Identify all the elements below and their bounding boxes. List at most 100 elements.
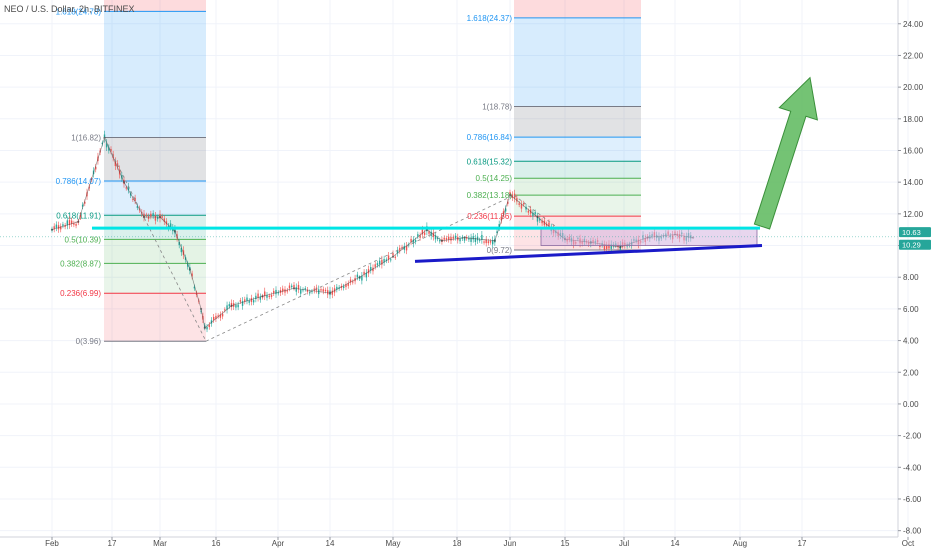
x-tick-label: Oct xyxy=(902,539,915,548)
projection-arrow xyxy=(753,76,819,230)
left-fib-band-top xyxy=(104,0,206,12)
candle-body xyxy=(288,285,291,289)
candle-body xyxy=(70,220,73,224)
candle-body xyxy=(55,224,58,228)
candle-body xyxy=(605,245,608,249)
candle-body xyxy=(134,197,136,202)
left-fib-band xyxy=(104,293,206,342)
right-fib-label: 0.618(15.32) xyxy=(467,157,513,166)
candle-body xyxy=(474,238,477,242)
candle-body xyxy=(206,326,208,330)
candle-body xyxy=(390,259,392,261)
price-point xyxy=(173,230,177,233)
candle-body xyxy=(331,290,333,295)
right-fib-band xyxy=(514,195,641,217)
candle-body xyxy=(163,218,165,222)
right-fib-label: 0.236(11.86) xyxy=(467,212,512,221)
candle-body xyxy=(239,300,242,302)
y-tick-label: 20.00 xyxy=(903,83,924,92)
candle-body xyxy=(244,299,246,302)
x-tick-label: 17 xyxy=(108,539,117,548)
price-point xyxy=(142,215,146,219)
candle-body xyxy=(110,149,112,152)
candle-body xyxy=(297,285,300,290)
x-tick-label: Mar xyxy=(153,539,167,548)
candle-body xyxy=(479,239,481,241)
projection-arrow-shape xyxy=(753,76,819,230)
candle-body xyxy=(361,275,363,281)
price-point xyxy=(619,246,622,249)
candle-body xyxy=(454,235,457,239)
candle-body xyxy=(219,314,222,318)
candle-body xyxy=(248,300,250,303)
x-tick-label: 17 xyxy=(798,539,807,548)
candle-body xyxy=(154,215,157,221)
candle-body xyxy=(300,289,302,294)
y-axis: 24.0022.0020.0018.0016.0014.0012.0010.00… xyxy=(897,0,924,537)
candle-body xyxy=(476,236,479,241)
candle-body xyxy=(345,284,347,288)
right-fib-label: 0.382(13.18) xyxy=(467,191,513,200)
left-fib-label: 0(3.96) xyxy=(76,337,102,346)
y-tick-label: 0.00 xyxy=(903,400,919,409)
candle-body xyxy=(275,289,277,295)
price-point xyxy=(391,255,395,258)
candle-body xyxy=(423,232,426,235)
candle-body xyxy=(221,313,224,317)
candle-body xyxy=(68,220,71,225)
x-tick-label: 18 xyxy=(453,539,462,548)
x-tick-label: Apr xyxy=(272,539,285,548)
price-point xyxy=(292,287,296,290)
candle-body xyxy=(286,290,288,292)
candle-body xyxy=(470,237,472,242)
right-fib-label: 0.786(16.84) xyxy=(467,133,513,142)
right-fib-label: 1(18.78) xyxy=(482,102,512,111)
price-badge-current: 10.63 xyxy=(902,228,921,237)
candle-body xyxy=(342,286,345,289)
candle-body xyxy=(410,238,412,242)
x-tick-label: 16 xyxy=(212,539,221,548)
candle-body xyxy=(401,246,403,248)
candle-body xyxy=(452,236,454,239)
candle-body xyxy=(250,298,253,302)
candle-body xyxy=(352,281,354,283)
candle-body xyxy=(443,237,445,240)
candle-body xyxy=(324,289,327,292)
y-tick-label: 4.00 xyxy=(903,337,919,346)
candle-body xyxy=(516,197,518,202)
y-tick-label: 6.00 xyxy=(903,305,919,314)
price-point xyxy=(328,291,332,295)
price-badge-lower: 10.29 xyxy=(902,241,921,250)
candle-body xyxy=(468,237,470,240)
left-fib-label: 1.618(24.78) xyxy=(56,7,102,16)
candle-body xyxy=(539,218,541,221)
candle-body xyxy=(60,226,62,230)
left-fib-band xyxy=(104,239,206,264)
candle-body xyxy=(53,226,55,230)
right-fib-label: 0(9.72) xyxy=(487,246,513,255)
candle-body xyxy=(617,244,619,248)
candle-body xyxy=(255,295,257,300)
candle-body xyxy=(215,315,217,319)
candle-body xyxy=(534,212,536,215)
candle-body xyxy=(405,245,408,251)
price-point xyxy=(50,228,54,231)
price-point xyxy=(508,193,512,196)
candle-body xyxy=(228,304,230,307)
y-tick-label: -2.00 xyxy=(903,432,922,441)
candle-body xyxy=(79,214,82,218)
candle-body xyxy=(532,212,534,217)
candle-body xyxy=(527,210,530,213)
candle-body xyxy=(84,201,86,204)
candle-body xyxy=(143,213,145,218)
candle-body xyxy=(504,208,507,212)
candle-body xyxy=(257,293,259,298)
candle-body xyxy=(387,255,390,260)
candle-body xyxy=(193,286,196,289)
candle-body xyxy=(483,241,485,243)
y-tick-label: 12.00 xyxy=(903,210,924,219)
y-tick-label: 16.00 xyxy=(903,146,924,155)
candle-body xyxy=(523,203,525,205)
candle-body xyxy=(270,294,273,297)
